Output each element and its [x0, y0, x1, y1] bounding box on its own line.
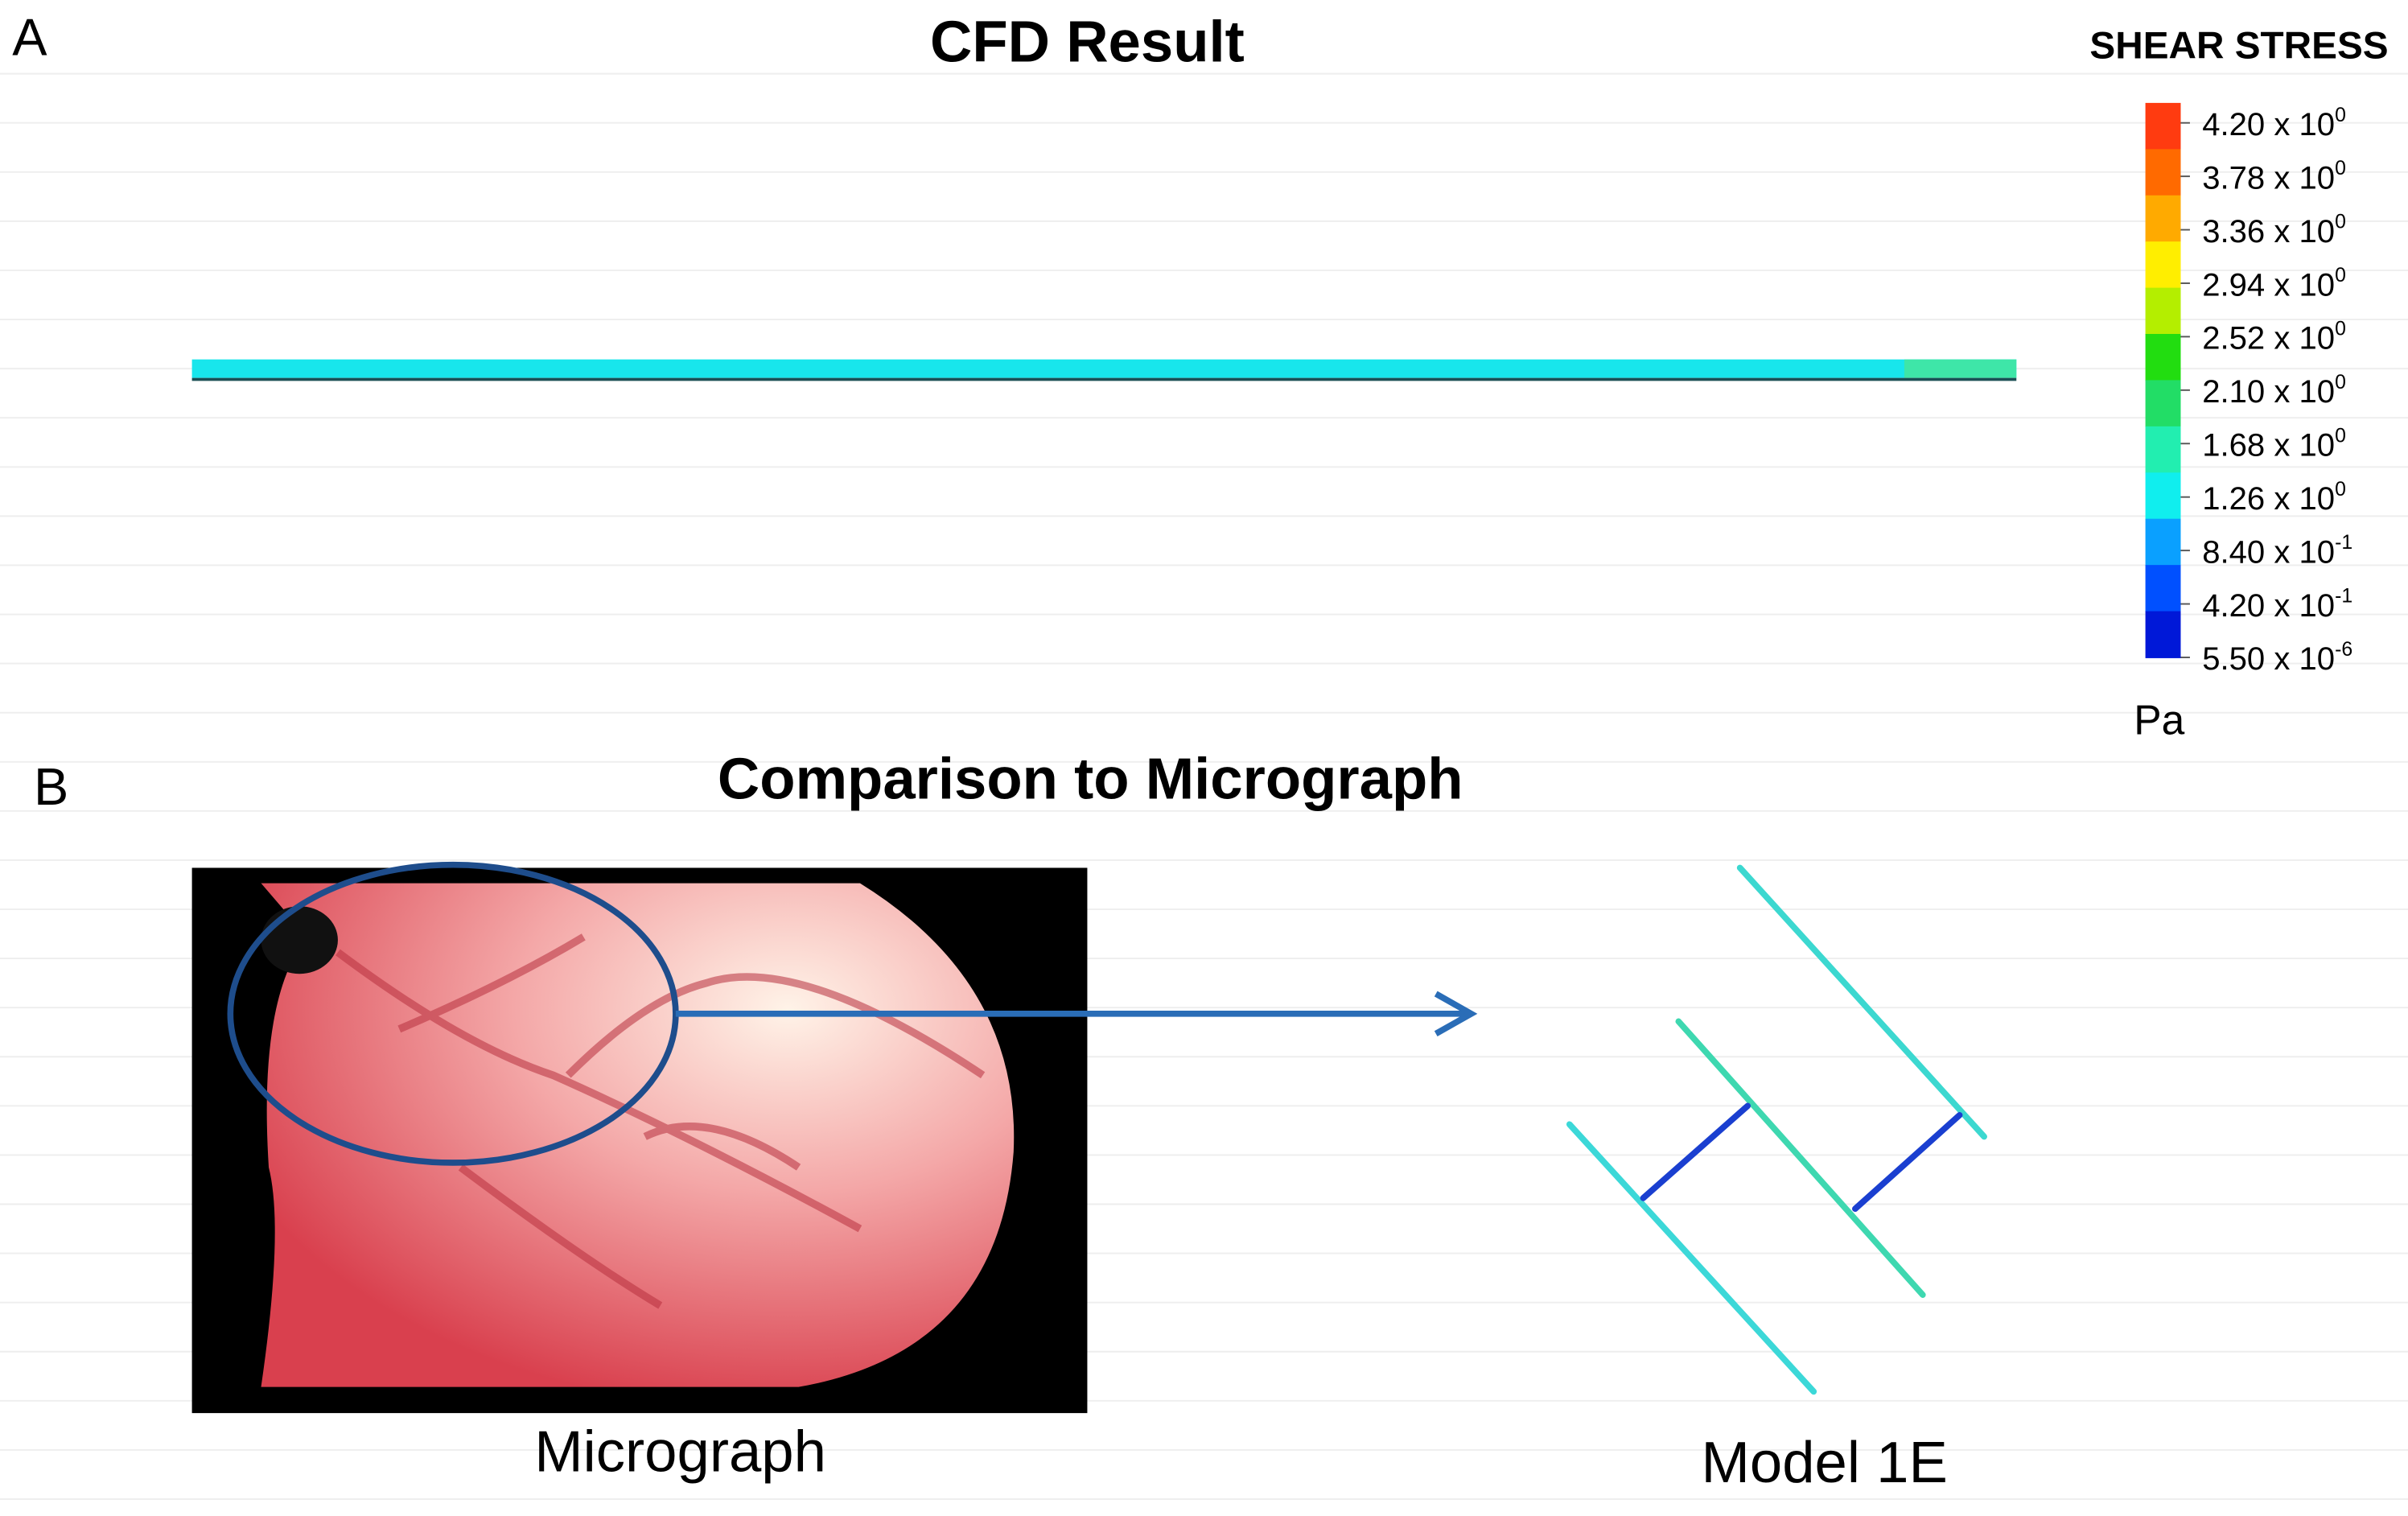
legend-label: 3.36 x 100	[2202, 212, 2346, 249]
legend-exponent: 0	[2335, 372, 2346, 393]
legend-unit: Pa	[2134, 696, 2184, 743]
colorbar-segment	[2145, 241, 2181, 289]
legend-label: 8.40 x 10-1	[2202, 532, 2352, 570]
colorbar-segment	[2145, 472, 2181, 520]
colorbar-segment	[2145, 149, 2181, 196]
legend-mantissa: 8.40 x 10	[2202, 534, 2335, 570]
legend-mantissa: 3.78 x 10	[2202, 160, 2335, 196]
colorbar-segment	[2145, 334, 2181, 381]
legend-exponent: 0	[2335, 479, 2346, 501]
legend-mantissa: 3.36 x 10	[2202, 214, 2335, 249]
legend-exponent: 0	[2335, 158, 2346, 179]
legend-exponent: -1	[2335, 586, 2352, 608]
colorbar-segment	[2145, 287, 2181, 335]
legend-exponent: 0	[2335, 319, 2346, 340]
legend-mantissa: 2.52 x 10	[2202, 321, 2335, 356]
legend-exponent: 0	[2335, 212, 2346, 233]
colorbar-segment	[2145, 102, 2181, 150]
legend-mantissa: 1.26 x 10	[2202, 481, 2335, 517]
caption: Model 1E	[1701, 1430, 1947, 1495]
legend-label: 3.78 x 100	[2202, 158, 2346, 196]
colorbar-segment	[2145, 426, 2181, 474]
colorbar-segment	[2145, 195, 2181, 243]
legend-label: 5.50 x 10-6	[2202, 639, 2352, 677]
legend-exponent: 0	[2335, 105, 2346, 126]
legend-label: 2.94 x 100	[2202, 265, 2346, 303]
panel-letter: A	[12, 8, 47, 67]
background-lines	[0, 72, 2408, 1500]
legend-mantissa: 2.10 x 10	[2202, 374, 2335, 410]
legend-mantissa: 5.50 x 10	[2202, 641, 2335, 677]
legend-exponent: -6	[2335, 639, 2352, 661]
legend-mantissa: 1.68 x 10	[2202, 428, 2335, 463]
panel-letter: B	[34, 757, 68, 816]
model-1e	[1566, 864, 1987, 1395]
legend-label: 2.10 x 100	[2202, 372, 2346, 410]
colorbar-segment	[2145, 380, 2181, 427]
legend-exponent: -1	[2335, 532, 2352, 554]
legend-title: SHEAR STRESS	[2089, 25, 2388, 68]
colorbar-segment	[2145, 518, 2181, 566]
legend-label: 4.20 x 10-1	[2202, 586, 2352, 624]
micrograph	[191, 861, 1088, 1414]
colorbar-segment	[2145, 565, 2181, 612]
legend-label: 4.20 x 100	[2202, 105, 2346, 142]
legend-mantissa: 4.20 x 10	[2202, 588, 2335, 624]
arrow	[675, 991, 1478, 1036]
colorbar-segment	[2145, 611, 2181, 658]
legend-exponent: 0	[2335, 265, 2346, 286]
legend-label: 1.68 x 100	[2202, 425, 2346, 463]
legend-label: 2.52 x 100	[2202, 319, 2346, 356]
legend-exponent: 0	[2335, 425, 2346, 447]
legend-mantissa: 4.20 x 10	[2202, 107, 2335, 142]
legend-mantissa: 2.94 x 10	[2202, 267, 2335, 303]
legend-label: 1.26 x 100	[2202, 479, 2346, 517]
panel-title: CFD Result	[930, 9, 1245, 74]
channel	[191, 359, 2017, 381]
caption: Micrograph	[534, 1419, 826, 1485]
panel-title: Comparison to Micrograph	[718, 747, 1463, 812]
